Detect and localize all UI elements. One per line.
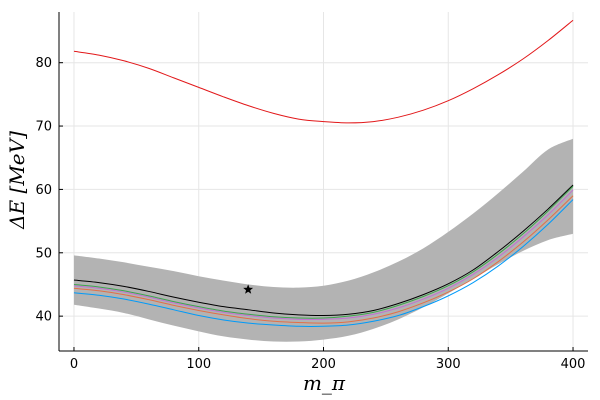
- x-tick-label: 300: [436, 357, 461, 372]
- x-tick-label: 100: [186, 357, 211, 372]
- series-line-1: [73, 19, 574, 124]
- marker-layer: [243, 284, 254, 294]
- y-tick-label: 60: [35, 183, 52, 198]
- series-line-5: [73, 195, 574, 324]
- error-band: [73, 138, 574, 342]
- uncertainty-band: [73, 138, 574, 342]
- series-line-6: [73, 199, 574, 327]
- y-tick-label: 40: [35, 310, 52, 325]
- y-tick-label: 50: [35, 246, 52, 261]
- x-axis-label: m_π: [303, 371, 346, 395]
- series-lines: [73, 19, 574, 327]
- tick-labels: 0 100 200 300 400 40 50 60 70 80: [35, 56, 585, 372]
- x-tick-label: 0: [70, 357, 78, 372]
- y-tick-label: 80: [35, 56, 52, 71]
- x-tick-label: 200: [311, 357, 336, 372]
- y-tick-label: 70: [35, 120, 52, 135]
- series-line-4: [73, 189, 574, 320]
- star-marker: [243, 284, 254, 294]
- x-tick-label: 400: [561, 357, 586, 372]
- y-axis-label: ΔE [MeV]: [5, 131, 29, 230]
- series-line-3: [73, 185, 574, 319]
- series-line-2: [73, 184, 574, 317]
